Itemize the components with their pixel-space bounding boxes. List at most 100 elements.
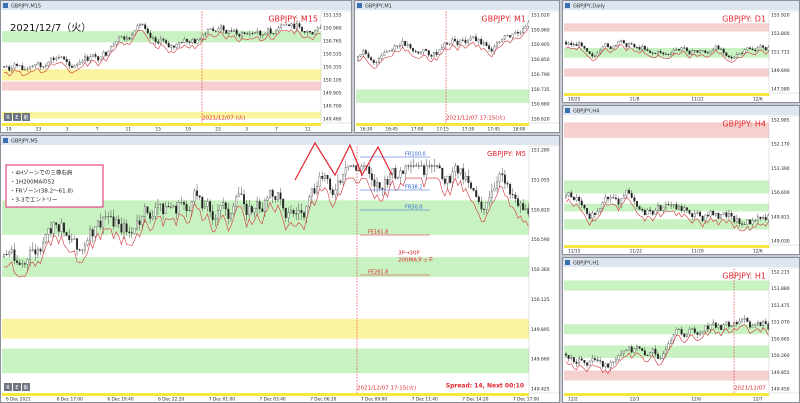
candle-body — [756, 216, 759, 221]
candle-body — [693, 213, 696, 218]
candle-body — [519, 32, 522, 34]
chart-button[interactable] — [22, 383, 30, 391]
candle-body — [477, 39, 480, 42]
candle-body — [42, 241, 45, 252]
candle-body — [263, 200, 266, 212]
symbol-label: GBPJPY: H1 — [722, 272, 766, 281]
candle-body — [683, 207, 686, 211]
candle-body — [725, 212, 728, 217]
price-label: 151.880 — [771, 286, 790, 292]
candle-body — [670, 339, 673, 344]
candle-body — [211, 211, 214, 220]
candle-body — [565, 353, 567, 356]
zone-band — [356, 89, 529, 103]
time-label: 7 Dec 01:00 — [209, 397, 235, 403]
candle-body — [511, 33, 514, 38]
candle-body — [318, 176, 321, 187]
candle-body — [727, 321, 730, 327]
chart-button[interactable] — [22, 113, 30, 121]
candle-body — [701, 215, 704, 221]
fibo-label: FR50.0 — [405, 205, 422, 211]
candle-body — [609, 46, 612, 49]
candle-body — [86, 240, 89, 246]
candle-body — [704, 325, 707, 332]
candle-body — [209, 28, 212, 30]
candle-body — [567, 355, 570, 359]
candle-body — [459, 39, 462, 46]
candle-body — [672, 334, 675, 341]
candle-body — [720, 325, 723, 330]
candle-body — [720, 214, 723, 219]
chart-button[interactable] — [4, 113, 12, 121]
candle-body — [159, 38, 162, 44]
moving-average — [565, 196, 769, 232]
candle-body — [201, 196, 204, 209]
candle-body — [714, 45, 717, 50]
candle-body — [625, 190, 628, 196]
candle-body — [204, 33, 207, 35]
candle-body — [659, 205, 662, 211]
candle-body — [443, 178, 446, 184]
candle-body — [185, 204, 188, 211]
time-label: 7 Dec 06:20 — [310, 397, 336, 403]
candle-body — [578, 42, 581, 46]
candle-body — [78, 62, 81, 65]
candle-body — [738, 320, 741, 325]
title-bar — [355, 1, 559, 10]
candle-body — [321, 176, 324, 179]
zone-band — [564, 280, 769, 291]
candle-body — [151, 216, 154, 219]
candle-body — [105, 51, 107, 56]
candle-body — [78, 249, 81, 251]
candle-body — [417, 165, 420, 167]
candle-body — [643, 46, 646, 50]
title-bar — [1, 136, 559, 145]
candle-body — [414, 50, 417, 52]
candle-body — [73, 238, 76, 240]
candle-body — [240, 193, 243, 195]
time-label: 23 — [215, 127, 221, 133]
candle-body — [735, 218, 738, 222]
candle-body — [630, 346, 633, 353]
candle-body — [183, 202, 185, 205]
window-icon — [3, 3, 8, 8]
chart-button[interactable] — [13, 383, 21, 391]
time-label: 11/15 — [568, 249, 581, 255]
callout: 200MAタッチ — [398, 256, 434, 264]
candle-body — [524, 26, 527, 29]
time-label: 6 Dec 2021 — [6, 397, 31, 403]
chart-button[interactable] — [4, 383, 12, 391]
candle-body — [712, 322, 715, 325]
candle-body — [36, 248, 39, 255]
candle-body — [310, 188, 313, 197]
price-label: 149.030 — [771, 239, 790, 245]
candle-body — [55, 222, 58, 225]
candle-body — [620, 353, 623, 356]
candle-body — [233, 29, 236, 32]
price-label: 150.905 — [531, 42, 550, 48]
candle-body — [664, 204, 667, 208]
candle-body — [23, 69, 26, 71]
candle-body — [646, 209, 649, 215]
chart-button-label: 削 — [23, 114, 28, 121]
zone-band — [564, 203, 769, 212]
price-label: 150.105 — [323, 78, 342, 84]
candle-body — [23, 263, 26, 265]
candle-body — [741, 223, 744, 225]
candle-body — [461, 39, 464, 41]
candle-body — [404, 41, 407, 46]
candle-body — [678, 206, 680, 210]
candle-body — [746, 47, 749, 50]
candle-body — [607, 363, 610, 368]
candle-body — [580, 358, 583, 361]
candle-body — [8, 251, 11, 256]
candle-body — [659, 50, 662, 53]
candle-body — [259, 30, 262, 36]
price-label: 151.070 — [771, 320, 790, 326]
chart-button[interactable] — [13, 113, 21, 121]
candle-body — [706, 52, 709, 54]
candle-body — [572, 43, 575, 46]
candle-body — [232, 205, 235, 214]
candle-body — [436, 165, 439, 167]
zone-band — [2, 69, 321, 81]
